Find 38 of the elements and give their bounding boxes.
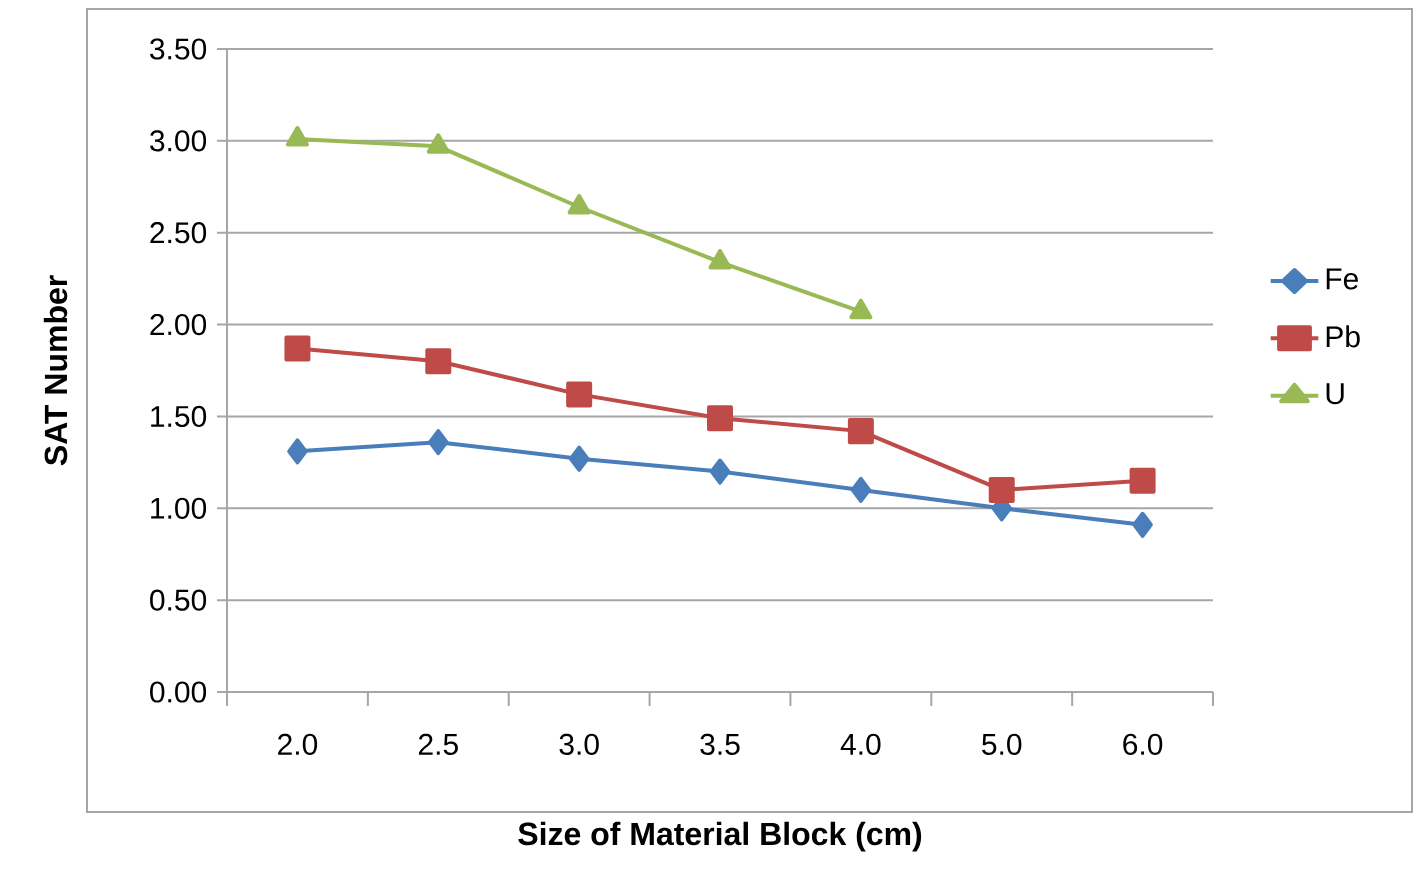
y-tick-label: 0.00 bbox=[150, 681, 207, 703]
y-tick-label: 0.50 bbox=[150, 589, 207, 611]
x-tick-label: 4.0 bbox=[840, 733, 881, 755]
point bbox=[709, 458, 731, 485]
point bbox=[707, 405, 734, 432]
y-tick-label: 3.00 bbox=[150, 130, 207, 152]
point bbox=[988, 476, 1015, 503]
point bbox=[566, 381, 593, 408]
point bbox=[285, 126, 309, 147]
point bbox=[567, 193, 591, 215]
x-tick-label: 3.0 bbox=[559, 733, 599, 755]
point bbox=[847, 418, 874, 445]
point bbox=[849, 298, 873, 320]
legend-label: U bbox=[1326, 383, 1344, 405]
point bbox=[426, 133, 450, 154]
y-tick-label: 2.00 bbox=[150, 313, 207, 336]
point bbox=[708, 249, 732, 270]
point bbox=[287, 438, 308, 465]
point bbox=[425, 348, 452, 375]
y-tick-label: 2.50 bbox=[150, 222, 207, 244]
y-axis-title: SAT Number bbox=[43, 275, 68, 466]
x-tick-label: 3.5 bbox=[700, 733, 740, 755]
x-tick-label: 6.0 bbox=[1123, 733, 1163, 755]
x-tick-label: 5.0 bbox=[982, 733, 1022, 755]
legend-label: Fe bbox=[1326, 268, 1358, 290]
point bbox=[568, 445, 590, 472]
point bbox=[850, 476, 872, 503]
x-tick-label: 2.5 bbox=[418, 733, 458, 755]
x-tick-label: 2.0 bbox=[278, 733, 318, 755]
legend-label: Pb bbox=[1326, 325, 1360, 348]
point bbox=[428, 429, 449, 456]
point bbox=[1129, 467, 1156, 494]
y-tick-label: 1.00 bbox=[151, 497, 207, 519]
point bbox=[284, 335, 311, 362]
x-axis-title: Size of Material Block (cm) bbox=[518, 821, 922, 852]
point bbox=[1132, 511, 1153, 538]
y-tick-label: 3.50 bbox=[150, 38, 207, 60]
y-tick-label: 1.50 bbox=[151, 405, 207, 428]
